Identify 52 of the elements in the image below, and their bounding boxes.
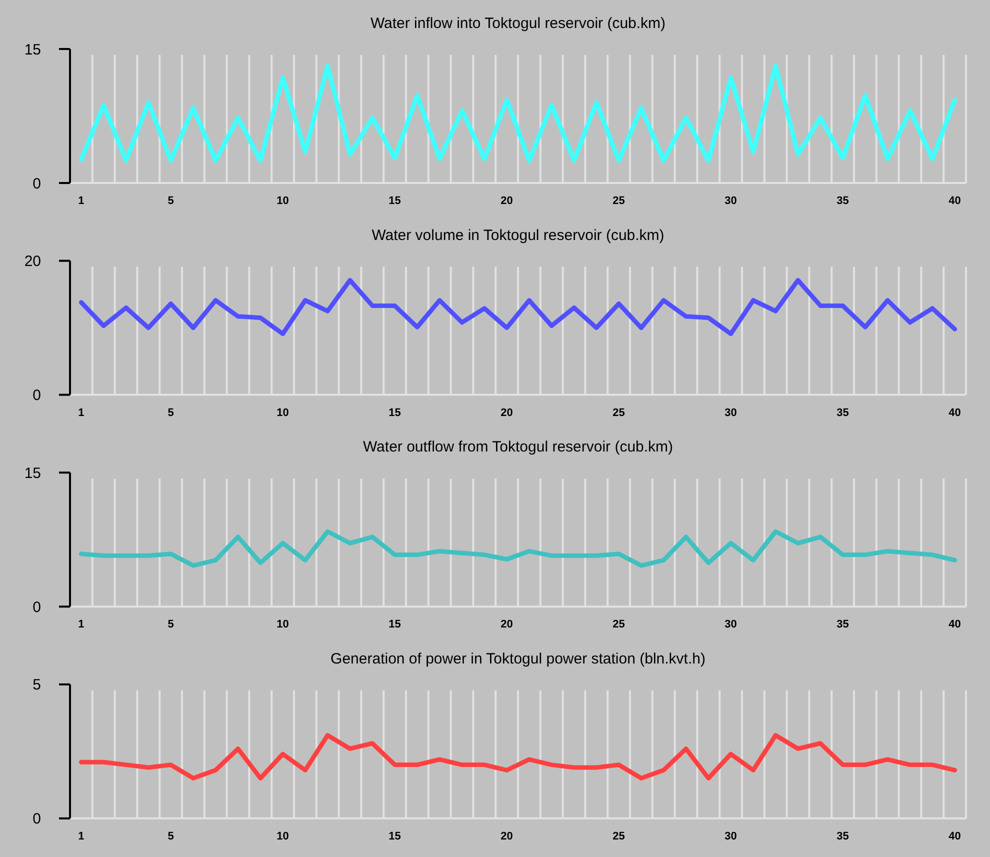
x-tick-label: 5 [168,406,174,419]
chart-title: Generation of power in Toktogul power station (bln.kvt.h) [330,650,706,668]
x-tick-label: 15 [388,618,401,631]
x-tick-label: 25 [612,618,625,631]
x-tick-label: 20 [500,618,513,631]
y-tick-label: 0 [32,175,41,192]
x-tick-label: 1 [78,830,84,842]
x-tick-label: 20 [500,195,513,207]
x-tick-label: 35 [836,830,849,842]
x-tick-label: 1 [78,406,84,419]
x-tick-label: 10 [276,406,289,419]
y-tick-label: 15 [24,464,41,482]
x-tick-label: 10 [276,195,289,207]
x-tick-label: 5 [168,195,174,207]
line-series [78,64,958,163]
x-tick-label: 30 [724,618,737,631]
x-tick-label: 30 [724,406,737,419]
x-tick-label: 30 [724,195,737,207]
x-tick-label: 5 [168,830,174,842]
line-series [78,529,958,568]
x-tick-label: 15 [388,830,401,842]
x-tick-label: 40 [948,195,961,207]
x-tick-label: 1 [78,618,84,631]
chart-title: Water volume in Toktogul reservoir (cub.km) [372,226,664,244]
x-tick-label: 35 [836,195,849,207]
y-tick-label: 0 [32,387,41,404]
x-tick-label: 25 [612,830,625,842]
line-series [78,733,958,780]
x-tick-label: 10 [276,830,289,842]
y-tick-label: 15 [24,41,41,58]
chart-title: Water outflow from Toktogul reservoir (cub.km) [362,438,674,456]
x-tick-label: 20 [500,830,513,842]
y-tick-label: 20 [24,253,41,270]
y-tick-label: 0 [32,810,41,828]
x-tick-label: 5 [168,618,174,631]
x-tick-label: 10 [276,618,289,631]
x-tick-label: 1 [78,195,84,207]
x-tick-label: 35 [836,406,849,419]
line-series [78,278,958,336]
y-tick-label: 5 [32,676,41,694]
x-tick-label: 20 [500,406,513,419]
x-tick-label: 25 [612,195,625,207]
x-tick-label: 25 [612,406,625,419]
x-tick-label: 15 [388,195,401,207]
x-tick-label: 40 [948,618,961,631]
chart-title: Water inflow into Toktogul reservoir (cub.km) [370,15,666,32]
y-tick-label: 0 [32,598,41,616]
x-tick-label: 15 [388,406,401,419]
x-tick-label: 30 [724,830,737,842]
x-tick-label: 35 [836,618,849,631]
x-tick-label: 40 [948,830,961,842]
x-tick-label: 40 [948,406,961,419]
